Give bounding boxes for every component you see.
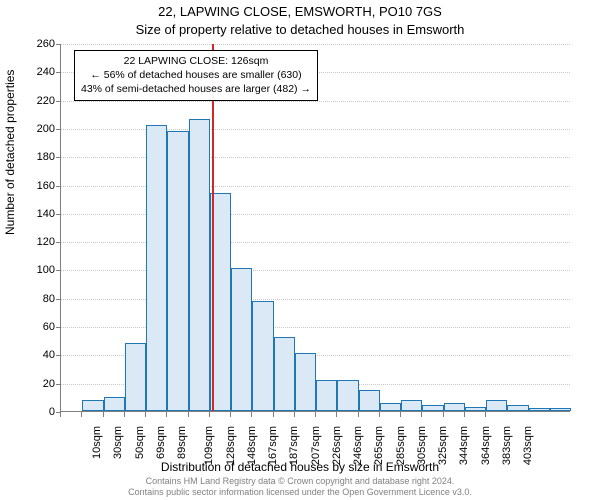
histogram-bar bbox=[359, 390, 380, 411]
x-tick-mark bbox=[251, 412, 252, 417]
histogram-bar bbox=[316, 380, 337, 411]
y-tick-mark bbox=[56, 101, 61, 102]
gridline bbox=[61, 101, 570, 102]
y-tick-label: 220 bbox=[15, 95, 55, 107]
gridline bbox=[61, 270, 570, 271]
y-tick-mark bbox=[56, 214, 61, 215]
y-tick-mark bbox=[56, 72, 61, 73]
histogram-bar bbox=[465, 407, 486, 411]
y-tick-mark bbox=[56, 44, 61, 45]
y-tick-mark bbox=[56, 355, 61, 356]
histogram-bar bbox=[550, 408, 571, 411]
gridline bbox=[61, 299, 570, 300]
gridline bbox=[61, 157, 570, 158]
x-tick-mark bbox=[124, 412, 125, 417]
y-tick-mark bbox=[56, 270, 61, 271]
chart-title-address: 22, LAPWING CLOSE, EMSWORTH, PO10 7GS bbox=[0, 4, 600, 19]
gridline bbox=[61, 327, 570, 328]
histogram-bar bbox=[104, 397, 125, 411]
y-tick-mark bbox=[56, 384, 61, 385]
y-tick-label: 180 bbox=[15, 151, 55, 163]
histogram-bar bbox=[125, 343, 146, 411]
histogram-bar bbox=[252, 301, 273, 411]
histogram-bar bbox=[189, 119, 210, 411]
histogram-bar bbox=[274, 337, 295, 411]
histogram-bar bbox=[146, 125, 167, 411]
y-tick-label: 140 bbox=[15, 208, 55, 220]
footer-attribution: Contains HM Land Registry data © Crown c… bbox=[0, 476, 600, 498]
x-tick-mark bbox=[400, 412, 401, 417]
histogram-bar bbox=[401, 400, 422, 411]
y-tick-label: 240 bbox=[15, 66, 55, 78]
y-tick-label: 20 bbox=[15, 378, 55, 390]
histogram-bar bbox=[167, 131, 188, 411]
y-tick-label: 40 bbox=[15, 349, 55, 361]
x-tick-mark bbox=[485, 412, 486, 417]
x-axis-label: Distribution of detached houses by size … bbox=[0, 460, 600, 474]
x-tick-mark bbox=[103, 412, 104, 417]
x-tick-mark bbox=[273, 412, 274, 417]
x-tick-label: 30sqm bbox=[112, 426, 124, 459]
property-size-histogram: 22, LAPWING CLOSE, EMSWORTH, PO10 7GS Si… bbox=[0, 0, 600, 500]
gridline bbox=[61, 44, 570, 45]
y-tick-mark bbox=[56, 242, 61, 243]
x-tick-mark bbox=[464, 412, 465, 417]
histogram-bar bbox=[380, 403, 401, 411]
histogram-bar bbox=[529, 408, 550, 411]
x-tick-mark bbox=[81, 412, 82, 417]
y-tick-mark bbox=[56, 299, 61, 300]
y-tick-mark bbox=[56, 327, 61, 328]
histogram-bar bbox=[295, 353, 316, 411]
annotation-box: 22 LAPWING CLOSE: 126sqm ← 56% of detach… bbox=[74, 50, 318, 101]
x-tick-mark bbox=[294, 412, 295, 417]
y-tick-label: 100 bbox=[15, 264, 55, 276]
x-tick-mark bbox=[60, 412, 61, 417]
gridline bbox=[61, 186, 570, 187]
y-tick-label: 120 bbox=[15, 236, 55, 248]
gridline bbox=[61, 129, 570, 130]
footer-line1: Contains HM Land Registry data © Crown c… bbox=[0, 476, 600, 487]
y-tick-label: 260 bbox=[15, 38, 55, 50]
histogram-bar bbox=[231, 268, 252, 411]
histogram-bar bbox=[82, 400, 103, 411]
x-tick-mark bbox=[358, 412, 359, 417]
y-tick-mark bbox=[56, 186, 61, 187]
x-tick-mark bbox=[145, 412, 146, 417]
chart-subtitle: Size of property relative to detached ho… bbox=[0, 22, 600, 37]
histogram-bar bbox=[444, 403, 465, 411]
x-tick-label: 10sqm bbox=[91, 426, 103, 459]
histogram-bar bbox=[422, 405, 443, 411]
x-tick-mark bbox=[188, 412, 189, 417]
annotation-line3: 43% of semi-detached houses are larger (… bbox=[81, 82, 311, 96]
x-tick-mark bbox=[315, 412, 316, 417]
y-tick-mark bbox=[56, 157, 61, 158]
x-tick-label: 89sqm bbox=[176, 426, 188, 459]
histogram-bar bbox=[337, 380, 358, 411]
x-tick-mark bbox=[421, 412, 422, 417]
x-tick-mark bbox=[209, 412, 210, 417]
y-tick-label: 60 bbox=[15, 321, 55, 333]
x-tick-mark bbox=[230, 412, 231, 417]
x-tick-label: 50sqm bbox=[134, 426, 146, 459]
x-tick-mark bbox=[379, 412, 380, 417]
x-tick-label: 69sqm bbox=[155, 426, 167, 459]
gridline bbox=[61, 214, 570, 215]
gridline bbox=[61, 242, 570, 243]
histogram-bar bbox=[486, 400, 507, 411]
x-tick-mark bbox=[166, 412, 167, 417]
footer-line2: Contains public sector information licen… bbox=[0, 487, 600, 498]
y-tick-label: 0 bbox=[15, 406, 55, 418]
y-tick-label: 80 bbox=[15, 293, 55, 305]
x-tick-mark bbox=[443, 412, 444, 417]
y-tick-label: 160 bbox=[15, 180, 55, 192]
annotation-line1: 22 LAPWING CLOSE: 126sqm bbox=[81, 54, 311, 68]
annotation-line2: ← 56% of detached houses are smaller (63… bbox=[81, 68, 311, 82]
y-tick-mark bbox=[56, 129, 61, 130]
histogram-bar bbox=[507, 405, 528, 411]
x-tick-mark bbox=[336, 412, 337, 417]
y-tick-label: 200 bbox=[15, 123, 55, 135]
